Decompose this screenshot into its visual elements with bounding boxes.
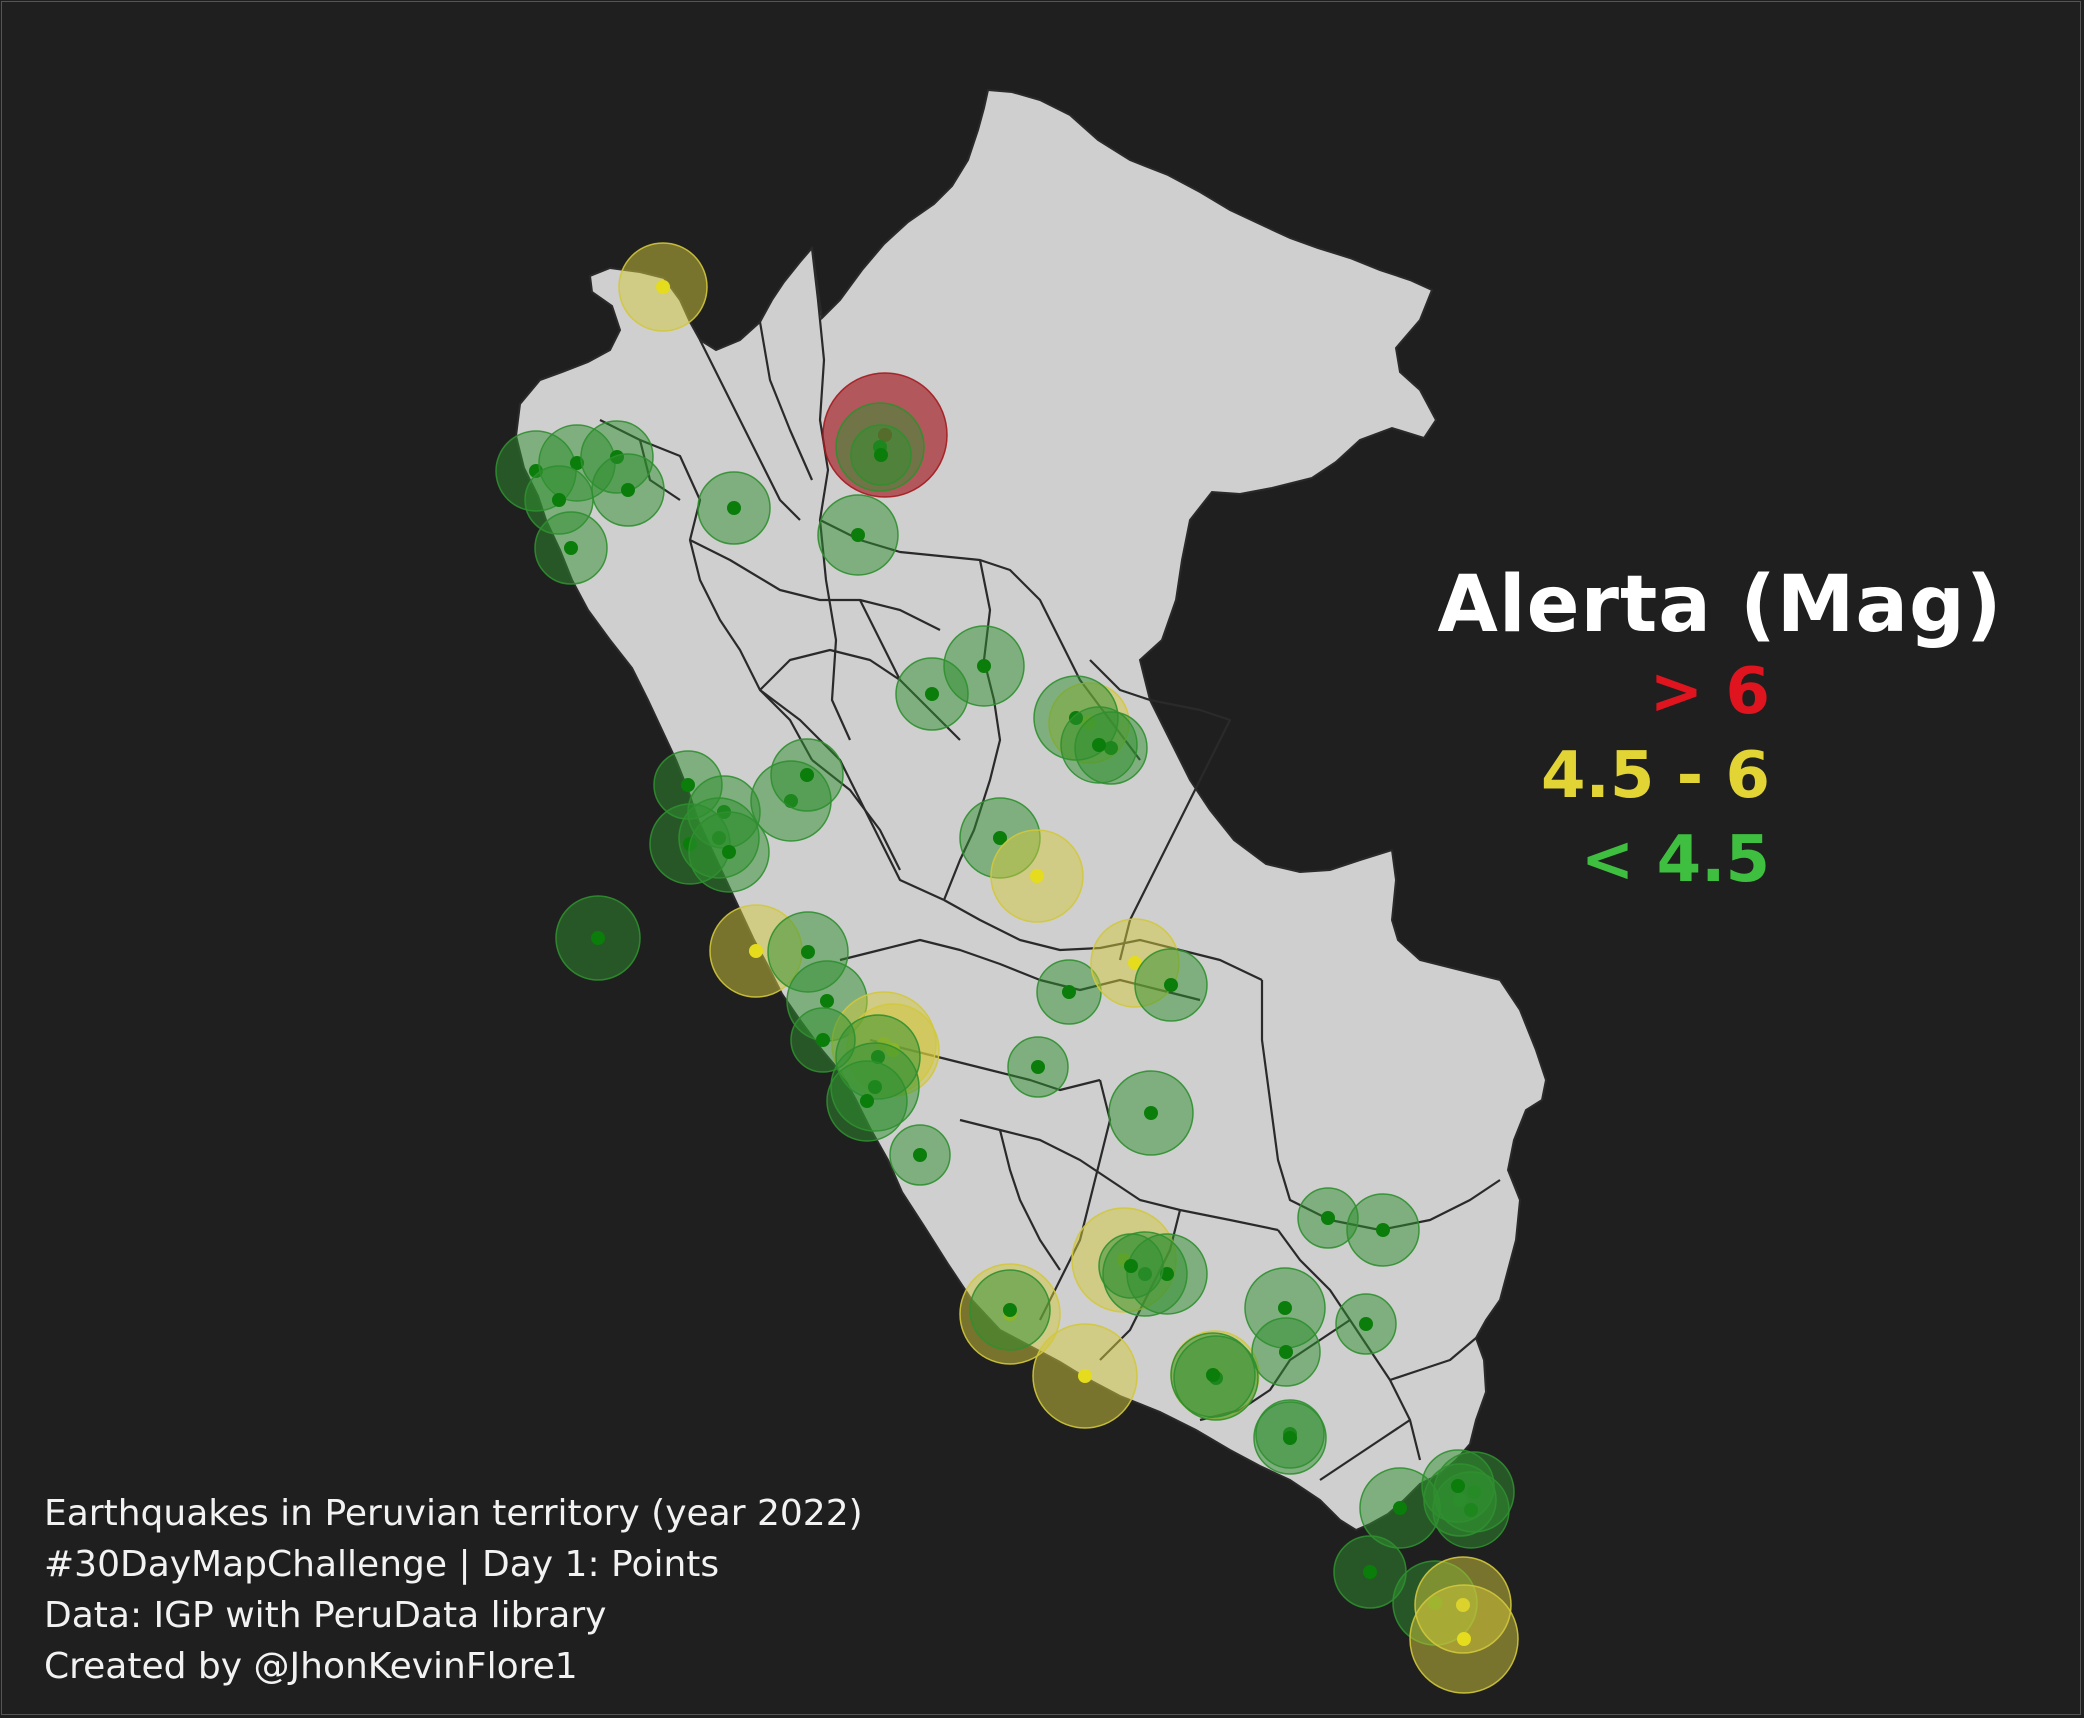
- earthquake-epicenter-dot: [1206, 1368, 1220, 1382]
- earthquake-epicenter-dot: [1031, 1060, 1045, 1074]
- earthquake-epicenter-dot: [1393, 1501, 1407, 1515]
- earthquake-epicenter-dot: [621, 483, 635, 497]
- border-line: [810, 247, 852, 741]
- earthquake-epicenter-dot: [749, 944, 763, 958]
- earthquake-epicenter-dot: [993, 831, 1007, 845]
- earthquake-epicenter-dot: [1003, 1303, 1017, 1317]
- credits-block: Earthquakes in Peruvian territory (year …: [44, 1488, 863, 1692]
- border-line: [998, 1129, 1061, 1271]
- earthquake-epicenter-dot: [1092, 738, 1106, 752]
- earthquake-epicenter-dot: [1279, 1345, 1293, 1359]
- credits-line-challenge: #30DayMapChallenge | Day 1: Points: [44, 1544, 720, 1585]
- earthquake-epicenter-dot: [1451, 1479, 1465, 1493]
- border-line: [759, 689, 945, 902]
- legend-title: Alerta (Mag): [1437, 560, 2003, 650]
- earthquake-epicenter-dot: [1078, 1369, 1092, 1383]
- earthquake-epicenter-dot: [1160, 1267, 1174, 1281]
- legend-item-medium: 4.5 - 6: [1540, 739, 1770, 813]
- peru-territory: [514, 88, 1548, 1532]
- border-line: [758, 321, 814, 481]
- earthquake-epicenter-dot: [727, 501, 741, 515]
- earthquake-epicenter-dot: [1062, 985, 1076, 999]
- earthquake-epicenter-dot: [1278, 1301, 1292, 1315]
- border-line: [699, 339, 801, 521]
- earthquake-points: [495, 242, 1519, 1694]
- earthquake-epicenter-dot: [800, 768, 814, 782]
- border-line: [1319, 1419, 1411, 1481]
- earthquake-epicenter-dot: [913, 1148, 927, 1162]
- earthquake-epicenter-dot: [1363, 1565, 1377, 1579]
- earthquake-epicenter-dot: [1359, 1317, 1373, 1331]
- earthquake-epicenter-dot: [820, 994, 834, 1008]
- earthquake-epicenter-dot: [1124, 1259, 1138, 1273]
- border-line: [759, 648, 901, 691]
- earthquake-epicenter-dot: [977, 659, 991, 673]
- legend-item-low: < 4.5: [1580, 823, 1770, 897]
- earthquake-epicenter-dot: [656, 280, 670, 294]
- earthquake-epicenter-dot: [1164, 978, 1178, 992]
- credits-line-title: Earthquakes in Peruvian territory (year …: [44, 1493, 863, 1534]
- border-line: [1389, 1337, 1477, 1382]
- earthquake-epicenter-dot: [874, 448, 888, 462]
- earthquake-epicenter-dot: [801, 945, 815, 959]
- earthquake-epicenter-dot: [722, 845, 736, 859]
- earthquake-epicenter-dot: [816, 1033, 830, 1047]
- border-line: [1089, 659, 1232, 961]
- legend: Alerta (Mag) > 6 4.5 - 6 < 4.5: [1430, 560, 2010, 902]
- legend-item-high: > 6: [1649, 655, 1770, 729]
- earthquake-epicenter-dot: [552, 493, 566, 507]
- border-line: [959, 1118, 1279, 1232]
- earthquake-epicenter-dot: [1457, 1632, 1471, 1646]
- earthquake-epicenter-dot: [860, 1094, 874, 1108]
- credits-line-data-source: Data: IGP with PeruData library: [44, 1595, 607, 1636]
- earthquake-epicenter-dot: [1321, 1211, 1335, 1225]
- earthquake-epicenter-dot: [1376, 1223, 1390, 1237]
- border-line: [689, 539, 941, 631]
- earthquake-epicenter-dot: [1030, 869, 1044, 883]
- earthquake-epicenter-dot: [564, 541, 578, 555]
- earthquake-epicenter-dot: [1144, 1106, 1158, 1120]
- earthquake-epicenter-dot: [591, 931, 605, 945]
- earthquake-epicenter-dot: [1128, 956, 1142, 970]
- border-line: [599, 419, 813, 761]
- credits-line-author: Created by @JhonKevinFlore1: [44, 1646, 578, 1687]
- earthquake-epicenter-dot: [851, 528, 865, 542]
- earthquake-epicenter-dot: [681, 778, 695, 792]
- earthquake-epicenter-dot: [925, 687, 939, 701]
- earthquake-epicenter-dot: [1283, 1431, 1297, 1445]
